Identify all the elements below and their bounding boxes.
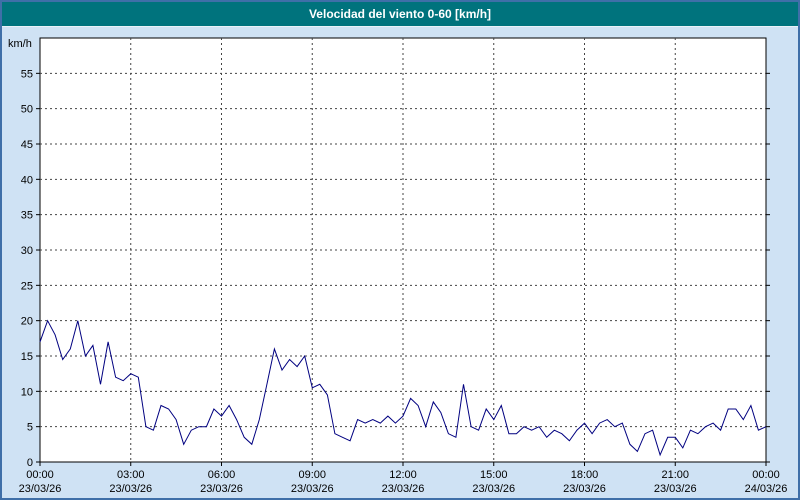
chart-title: Velocidad del viento 0-60 [km/h] [308,7,492,21]
y-tick-label: 15 [21,351,33,363]
y-tick-label: 20 [21,316,33,328]
x-tick-time-label: 03:00 [117,469,145,481]
x-tick-time-label: 21:00 [661,469,689,481]
x-tick-date-label: 23/03/26 [654,483,697,495]
x-tick-time-label: 06:00 [208,469,236,481]
x-tick-date-label: 23/03/26 [109,483,152,495]
x-tick-time-label: 18:00 [571,469,599,481]
y-tick-label: 55 [21,68,33,80]
x-tick-time-label: 09:00 [298,469,326,481]
y-tick-label: 0 [27,457,33,469]
x-tick-date-label: 23/03/26 [19,483,62,495]
x-tick-time-label: 00:00 [26,469,54,481]
x-tick-time-label: 00:00 [752,469,780,481]
x-tick-date-label: 23/03/26 [472,483,515,495]
x-tick-time-label: 12:00 [389,469,417,481]
x-tick-date-label: 24/03/26 [745,483,788,495]
x-tick-time-label: 15:00 [480,469,508,481]
wind-speed-line [39,319,767,457]
y-tick-label: 50 [21,104,33,116]
y-tick-label: 40 [21,174,33,186]
x-tick-date-label: 23/03/26 [291,483,334,495]
y-tick-label: 30 [21,245,33,257]
wind-speed-chart: 0 5 10 15 20 25 30 35 40 45 50 55 00:00 23/03/26 03:00… [8,37,788,495]
y-axis-unit-label: km/h [8,38,32,50]
y-tick-label: 5 [27,422,33,434]
y-tick-label: 35 [21,210,33,222]
title-bar: Velocidad del viento 0-60 [km/h] [2,2,798,27]
y-tick-label: 10 [21,386,33,398]
x-tick-date-label: 23/03/26 [382,483,425,495]
x-tick-date-label: 23/03/26 [200,483,243,495]
x-tick-date-label: 23/03/26 [563,483,606,495]
y-tick-label: 45 [21,139,33,151]
y-tick-label: 25 [21,280,33,292]
